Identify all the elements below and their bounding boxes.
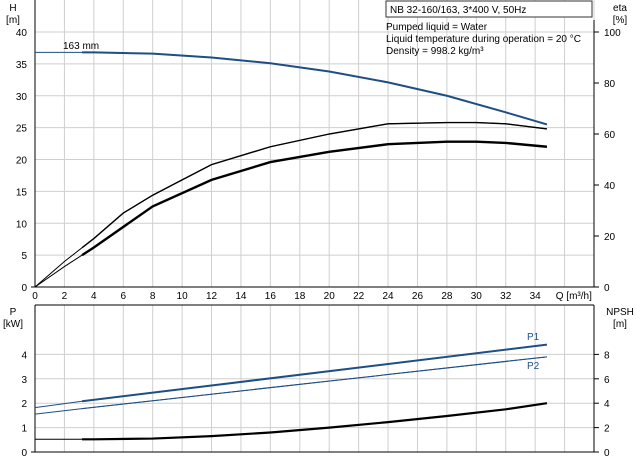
x-tick-label: 16 [265, 291, 277, 302]
head-curve-line [82, 51, 548, 126]
y-tick-label: 0 [21, 448, 27, 459]
x-tick-label: 20 [324, 291, 336, 302]
p2-series-label: P2 [527, 361, 540, 372]
x-tick-label: 10 [177, 291, 189, 302]
y-tick-label: 35 [16, 60, 28, 71]
info-title: NB 32-160/163, 3*400 V, 50Hz [390, 5, 526, 16]
x-tick-label: 28 [441, 291, 453, 302]
y-right-tick-label: 2 [604, 424, 610, 435]
y-tick-label: 3 [21, 375, 27, 386]
y-tick-label: 10 [16, 219, 28, 230]
y-right-axis-unit: [%] [613, 15, 628, 26]
x-tick-label: 8 [150, 291, 156, 302]
x-tick-label: 24 [382, 291, 394, 302]
y-axis-title: H [9, 3, 16, 14]
eta-curve-lower-line-thin [34, 141, 547, 288]
y-right-tick-label: 100 [604, 28, 621, 39]
npsh-curve-line-thin [35, 402, 547, 440]
eta-curve-upper-line [81, 121, 548, 249]
info-box: NB 32-160/163, 3*400 V, 50Hz Pumped liqu… [385, 0, 593, 57]
eta-curve-upper-line-thin [34, 122, 547, 288]
y-right-tick-label: 8 [604, 350, 610, 361]
x-axis-title: Q [m³/h] [556, 291, 592, 302]
y-right-axis-title: NPSH [606, 307, 634, 318]
y-tick-label: 20 [16, 156, 28, 167]
y-right-tick-label: 0 [604, 448, 610, 459]
p1-curve-line [81, 343, 548, 403]
x-tick-label: 22 [353, 291, 365, 302]
x-tick-label: 6 [120, 291, 126, 302]
y-tick-label: 2 [21, 399, 27, 410]
x-tick-label: 4 [91, 291, 97, 302]
y-axis-title: P [10, 307, 17, 318]
x-tick-label: 32 [500, 291, 512, 302]
y-right-tick-label: 20 [604, 232, 616, 243]
y-tick-label: 1 [21, 424, 27, 435]
info-line-1: Pumped liquid = Water [386, 22, 488, 33]
y-right-tick-label: 60 [604, 130, 616, 141]
y-right-tick-label: 80 [604, 79, 616, 90]
y-tick-label: 25 [16, 124, 28, 135]
y-right-tick-label: 4 [604, 399, 610, 410]
y-tick-label: 0 [21, 283, 27, 294]
eta-curve-lower-line [81, 140, 548, 257]
x-tick-label: 12 [206, 291, 218, 302]
y-tick-label: 4 [21, 350, 27, 361]
x-tick-label: 14 [235, 291, 247, 302]
y-right-axis-title: eta [613, 3, 627, 14]
y-tick-label: 5 [21, 251, 27, 262]
x-tick-label: 30 [471, 291, 483, 302]
y-axis-unit: [m] [6, 15, 20, 26]
y-axis-unit: [kW] [3, 319, 23, 330]
y-tick-label: 15 [16, 187, 28, 198]
x-tick-label: 34 [530, 291, 542, 302]
x-tick-label: 26 [412, 291, 424, 302]
y-right-axis-unit: [m] [613, 319, 627, 330]
y-right-tick-label: 0 [604, 283, 610, 294]
y-right-tick-label: 6 [604, 375, 610, 386]
x-tick-label: 2 [62, 291, 68, 302]
x-tick-label: 18 [294, 291, 306, 302]
x-tick-label: 0 [32, 291, 38, 302]
y-tick-label: 40 [16, 28, 28, 39]
p1-series-label: P1 [527, 332, 540, 343]
y-right-tick-label: 40 [604, 181, 616, 192]
impeller-annotation: 163 mm [63, 41, 99, 52]
p2-curve-line [82, 356, 547, 410]
y-tick-label: 30 [16, 92, 28, 103]
npsh-curve-line [82, 402, 548, 441]
head-curve-line-thin [35, 51, 548, 125]
info-line-2: Liquid temperature during operation = 20… [386, 34, 581, 45]
info-line-3: Density = 998.2 kg/m³ [386, 46, 484, 57]
